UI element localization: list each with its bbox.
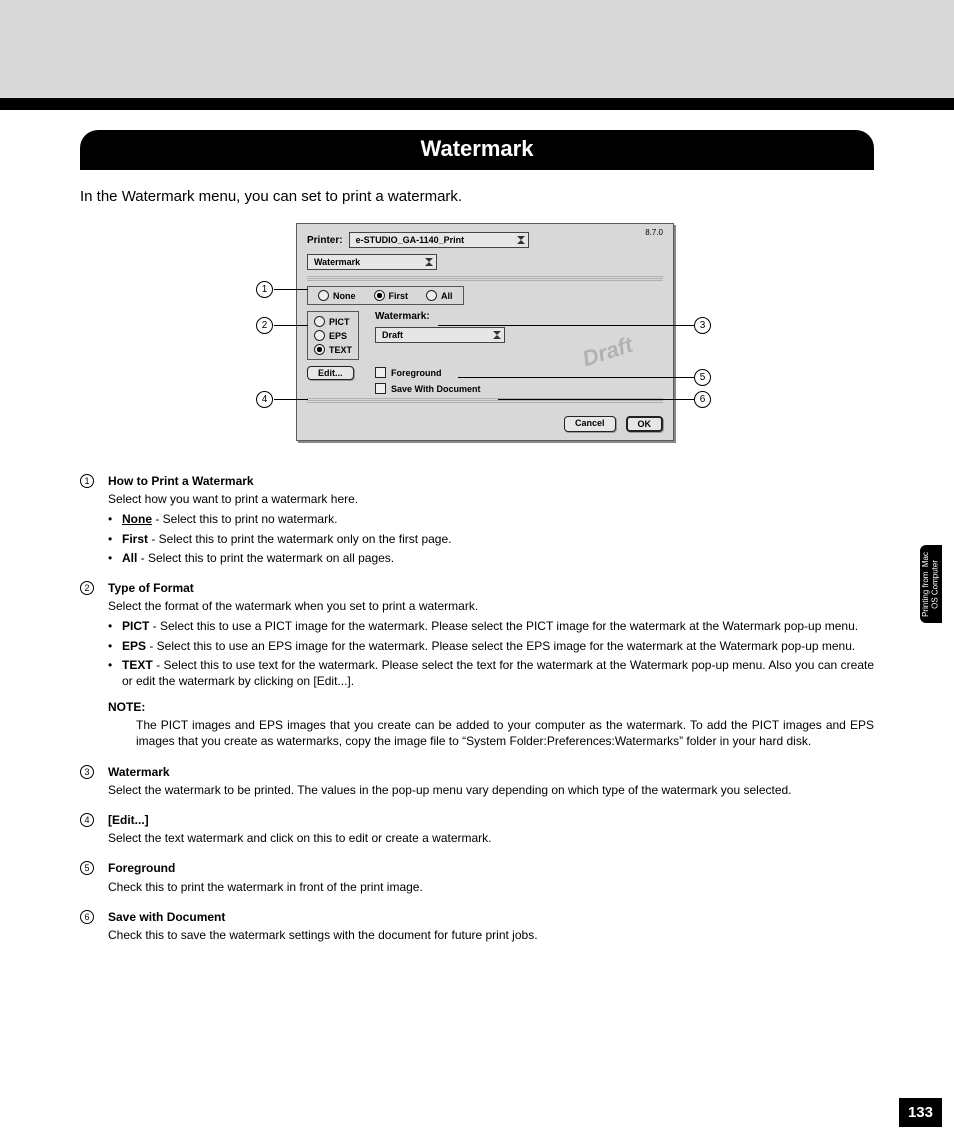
callout-6: 6 — [694, 391, 711, 408]
desc-item-bullets: PICT - Select this to use a PICT image f… — [108, 618, 874, 689]
radio-pict[interactable]: PICT — [314, 316, 352, 327]
section-title: Watermark — [80, 130, 874, 170]
radio-none[interactable]: None — [318, 290, 356, 301]
menu-value: Watermark — [314, 257, 360, 267]
radio-eps[interactable]: EPS — [314, 330, 352, 341]
desc-item-body: Select the format of the watermark when … — [108, 598, 874, 614]
desc-item-body: Check this to save the watermark setting… — [108, 927, 874, 943]
desc-item-title: Foreground — [108, 861, 175, 875]
callout-4: 4 — [256, 391, 273, 408]
watermark-value: Draft — [382, 330, 403, 340]
desc-item-title: Save with Document — [108, 910, 225, 924]
radio-all[interactable]: All — [426, 290, 453, 301]
bullet: PICT - Select this to use a PICT image f… — [108, 618, 874, 634]
side-tab-text: Printing from Mac OS Computer — [921, 552, 940, 617]
format-radio-group: PICT EPS TEXT — [307, 311, 359, 360]
desc-item-num: 6 — [80, 910, 94, 924]
desc-item: 3 Watermark Select the watermark to be pri… — [80, 764, 874, 798]
intro-text: In the Watermark menu, you can set to pr… — [80, 188, 874, 205]
bullet: EPS - Select this to use an EPS image fo… — [108, 638, 874, 654]
lead-2 — [274, 325, 308, 326]
desc-item-title: Type of Format — [108, 581, 194, 595]
how-radio-group: None First All — [307, 286, 464, 305]
lead-5 — [458, 377, 694, 378]
callout-1: 1 — [256, 281, 273, 298]
header-black-strip — [0, 98, 954, 110]
menu-dropdown[interactable]: Watermark — [307, 254, 437, 270]
cancel-button[interactable]: Cancel — [564, 416, 616, 432]
page-number: 133 — [899, 1098, 942, 1127]
bullet: All - Select this to print the watermark… — [108, 550, 874, 566]
bullet: None - Select this to print no watermark… — [108, 511, 874, 527]
bullet: TEXT - Select this to use text for the w… — [108, 657, 874, 689]
dialog-figure: 8.7.0 Printer: e-STUDIO_GA-1140_Print Wa… — [80, 223, 874, 453]
printer-dropdown[interactable]: e-STUDIO_GA-1140_Print — [349, 232, 529, 248]
desc-item-num: 1 — [80, 474, 94, 488]
desc-item: 4 [Edit...] Select the text watermark and … — [80, 812, 874, 846]
desc-item: 5 Foreground Check this to print the water… — [80, 860, 874, 894]
bullet: First - Select this to print the waterma… — [108, 531, 874, 547]
desc-item-body: Select the watermark to be printed. The … — [108, 782, 874, 798]
lead-3 — [438, 325, 694, 326]
desc-item-body: Check this to print the watermark in fro… — [108, 879, 874, 895]
desc-item-title: [Edit...] — [108, 813, 149, 827]
callout-2: 2 — [256, 317, 273, 334]
save-with-doc-checkbox[interactable]: Save With Document — [375, 383, 663, 394]
lead-1 — [274, 289, 308, 290]
desc-item-num: 2 — [80, 581, 94, 595]
desc-item-num: 3 — [80, 765, 94, 779]
radio-first[interactable]: First — [374, 290, 409, 301]
desc-item: 2 Type of Format Select the format of the … — [80, 580, 874, 750]
desc-item-title: How to Print a Watermark — [108, 474, 254, 488]
radio-text[interactable]: TEXT — [314, 344, 352, 355]
lead-6 — [498, 399, 694, 400]
version-label: 8.7.0 — [645, 228, 663, 237]
print-dialog: 8.7.0 Printer: e-STUDIO_GA-1140_Print Wa… — [296, 223, 674, 441]
description-list: 1 How to Print a Watermark Select how you … — [80, 473, 874, 943]
watermark-dropdown[interactable]: Draft — [375, 327, 505, 343]
header-gray-band — [0, 0, 954, 98]
desc-item-body: Select the text watermark and click on t… — [108, 830, 874, 846]
note-body: The PICT images and EPS images that you … — [108, 717, 874, 749]
callout-3: 3 — [694, 317, 711, 334]
edit-button[interactable]: Edit... — [307, 366, 354, 380]
desc-item: 1 How to Print a Watermark Select how you … — [80, 473, 874, 566]
desc-item-num: 4 — [80, 813, 94, 827]
desc-item-title: Watermark — [108, 765, 170, 779]
side-tab: Printing from Mac OS Computer — [920, 545, 942, 623]
desc-item: 6 Save with Document Check this to save th… — [80, 909, 874, 943]
desc-item-body: Select how you want to print a watermark… — [108, 491, 874, 507]
note-heading: NOTE: — [108, 699, 874, 715]
separator — [307, 276, 663, 282]
desc-item-num: 5 — [80, 861, 94, 875]
watermark-label: Watermark: — [375, 311, 657, 322]
lead-4 — [274, 399, 308, 400]
callout-5: 5 — [694, 369, 711, 386]
desc-item-bullets: None - Select this to print no watermark… — [108, 511, 874, 566]
printer-label: Printer: — [307, 235, 343, 246]
ok-button[interactable]: OK — [626, 416, 664, 432]
printer-value: e-STUDIO_GA-1140_Print — [356, 235, 465, 245]
